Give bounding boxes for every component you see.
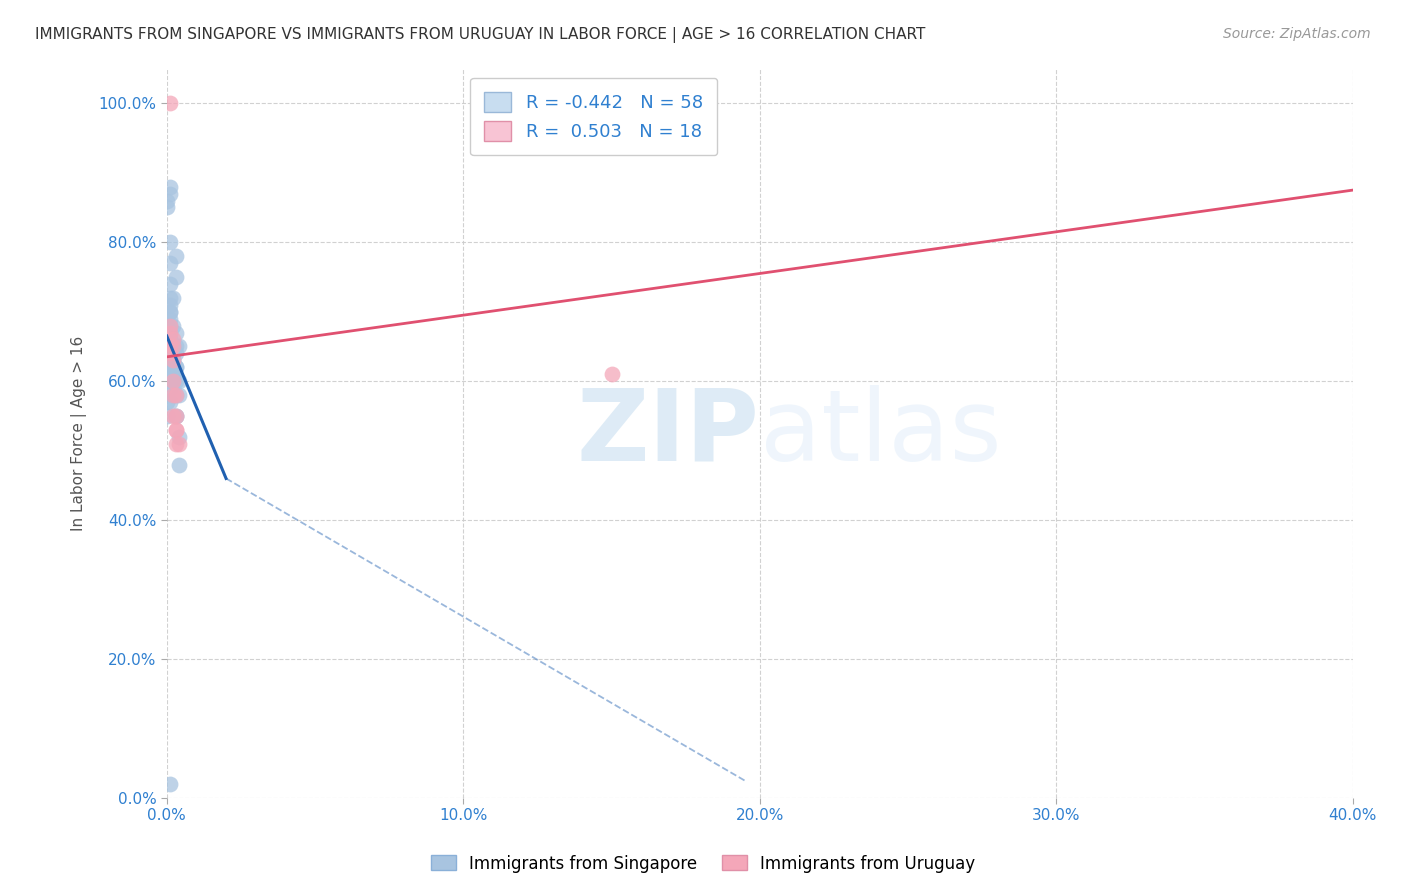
Point [162,374,184,388]
Point [167,339,190,353]
Point [159,777,181,791]
Point [167,374,190,388]
Point [159,277,181,291]
Point [159,326,181,340]
Point [159,186,181,201]
Point [159,256,181,270]
Point [167,430,190,444]
Point [162,368,184,382]
Point [162,346,184,360]
Point [159,318,181,333]
Point [165,409,187,423]
Point [165,409,187,423]
Point [156,409,179,423]
Text: atlas: atlas [759,384,1001,482]
Point [159,304,181,318]
Point [159,339,181,353]
Point [162,333,184,347]
Point [167,458,190,472]
Text: IMMIGRANTS FROM SINGAPORE VS IMMIGRANTS FROM URUGUAY IN LABOR FORCE | AGE > 16 C: IMMIGRANTS FROM SINGAPORE VS IMMIGRANTS … [35,27,925,43]
Point [162,388,184,402]
Point [159,318,181,333]
Point [162,360,184,375]
Point [159,304,181,318]
Point [165,374,187,388]
Point [162,339,184,353]
Point [165,423,187,437]
Point [165,339,187,353]
Point [162,291,184,305]
Point [162,339,184,353]
Point [159,179,181,194]
Legend: R = -0.442   N = 58, R =  0.503   N = 18: R = -0.442 N = 58, R = 0.503 N = 18 [470,78,717,155]
Text: Source: ZipAtlas.com: Source: ZipAtlas.com [1223,27,1371,41]
Point [156,318,179,333]
Point [162,353,184,368]
Point [156,339,179,353]
Point [162,353,184,368]
Point [165,388,187,402]
Point [165,326,187,340]
Point [167,436,190,450]
Point [159,326,181,340]
Point [159,346,181,360]
Point [159,360,181,375]
Point [159,368,181,382]
Point [159,381,181,395]
Point [165,436,187,450]
Point [162,374,184,388]
Point [162,374,184,388]
Point [159,353,181,368]
Point [162,353,184,368]
Point [165,360,187,375]
Point [159,298,181,312]
Text: ZIP: ZIP [576,384,759,482]
Point [165,249,187,263]
Point [159,360,181,375]
Point [165,409,187,423]
Point [159,235,181,250]
Point [159,333,181,347]
Point [600,368,623,382]
Point [162,339,184,353]
Point [165,346,187,360]
Point [162,318,184,333]
Point [159,346,181,360]
Point [167,388,190,402]
Point [156,201,179,215]
Point [159,353,181,368]
Point [162,388,184,402]
Point [162,409,184,423]
Point [165,269,187,284]
Point [159,339,181,353]
Y-axis label: In Labor Force | Age > 16: In Labor Force | Age > 16 [72,335,87,531]
Point [159,395,181,409]
Point [165,423,187,437]
Point [156,194,179,208]
Point [165,360,187,375]
Point [159,96,181,111]
Point [156,395,179,409]
Point [165,388,187,402]
Point [159,374,181,388]
Point [159,311,181,326]
Legend: Immigrants from Singapore, Immigrants from Uruguay: Immigrants from Singapore, Immigrants fr… [423,848,983,880]
Point [159,291,181,305]
